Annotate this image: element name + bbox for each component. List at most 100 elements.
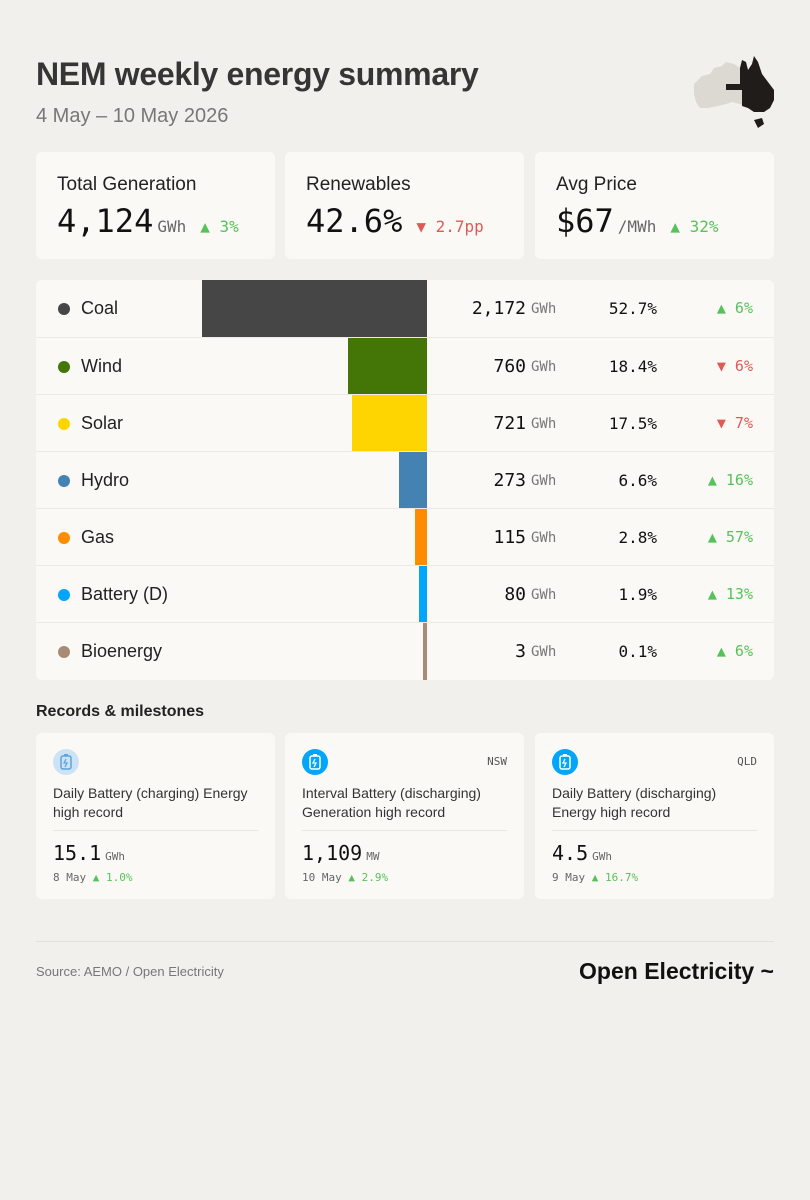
fuel-label: Gas [81, 527, 115, 547]
share-value: 52.7% [608, 299, 657, 318]
energy-unit: GWh [531, 587, 557, 603]
kpi-change: ▲ 32% [670, 217, 719, 236]
table-row: Bioenergy 3 GWh 0.1% ▲ 6% [36, 622, 774, 680]
change-value: ▲ 16% [707, 471, 753, 489]
share-value: 1.9% [618, 585, 657, 604]
bar-coal [202, 280, 427, 337]
record-change: ▲ 1.0% [92, 871, 133, 884]
fuel-label: Wind [81, 356, 123, 376]
record-card: QLD Daily Battery (discharging) Energy h… [535, 733, 774, 899]
bar-wind [348, 338, 427, 395]
brand-logo: Open Electricity ~ [579, 958, 774, 984]
fuel-label: Hydro [81, 470, 130, 490]
table-row: Hydro 273 GWh 6.6% ▲ 16% [36, 451, 774, 509]
change-value: ▲ 6% [716, 642, 753, 660]
table-row: Battery (D) 80 GWh 1.9% ▲ 13% [36, 565, 774, 623]
record-description: Daily Battery (charging) Energy high rec… [53, 785, 248, 820]
energy-unit: GWh [531, 416, 557, 432]
battery-charging-icon [53, 749, 79, 775]
energy-value: 760 [493, 356, 526, 377]
record-change: ▲ 16.7% [591, 871, 639, 884]
fuel-label: Battery (D) [81, 584, 169, 604]
fuel-label: Coal [81, 298, 119, 318]
record-value: 4.5 [552, 841, 589, 865]
change-value: ▼ 6% [716, 357, 753, 375]
share-value: 2.8% [618, 528, 657, 547]
table-row: Solar 721 GWh 17.5% ▼ 7% [36, 394, 774, 452]
kpi-unit: GWh [157, 217, 187, 236]
battery-discharging-icon [552, 749, 578, 775]
battery-discharging-icon [302, 749, 328, 775]
record-region: QLD [737, 755, 757, 768]
energy-unit: GWh [531, 530, 557, 546]
fuel-label: Bioenergy [81, 641, 163, 661]
legend-dot [58, 418, 70, 430]
bar-gas [415, 509, 427, 566]
record-description: Daily Battery (discharging) Energy high … [552, 785, 717, 820]
record-change: ▲ 2.9% [348, 871, 389, 884]
australia-map-icon [694, 56, 774, 128]
legend-dot [58, 646, 70, 658]
record-value: 1,109 [302, 841, 363, 865]
energy-value: 80 [504, 584, 526, 605]
header: NEM weekly energy summary 4 May – 10 May… [36, 56, 479, 128]
kpi-change: ▲ 3% [200, 217, 239, 236]
bar-hydro [398, 452, 427, 509]
record-date: 9 May [552, 871, 586, 884]
fuel-mix-table: Coal 2,172 GWh 52.7% ▲ 6% Wind 760 GWh 18.4% ▼ 6%… [36, 280, 774, 680]
record-unit: MW [366, 850, 380, 863]
legend-dot [58, 532, 70, 544]
record-description: Interval Battery (discharging) Generatio… [302, 785, 481, 820]
footer-divider [36, 941, 774, 942]
kpi-card-renewables: Renewables 42.6% ▼ 2.7pp [285, 152, 524, 259]
kpi-card-total-generation: Total Generation 4,124 GWh ▲ 3% [36, 152, 275, 259]
kpi-label: Renewables [306, 174, 411, 195]
energy-unit: GWh [531, 473, 557, 489]
page-title: NEM weekly energy summary [36, 56, 479, 92]
share-value: 0.1% [618, 642, 657, 661]
kpi-label: Avg Price [556, 174, 637, 195]
energy-value: 273 [493, 470, 526, 491]
change-value: ▲ 6% [716, 299, 753, 317]
table-row: Wind 760 GWh 18.4% ▼ 6% [36, 337, 774, 395]
divider [53, 830, 258, 831]
fuel-label: Solar [81, 413, 124, 433]
kpi-value: $67 [556, 202, 614, 240]
energy-value: 115 [493, 527, 526, 548]
legend-dot [58, 361, 70, 373]
energy-unit: GWh [531, 301, 557, 317]
energy-value: 721 [493, 413, 526, 434]
kpi-change: ▼ 2.7pp [416, 217, 484, 236]
share-value: 6.6% [618, 471, 657, 490]
energy-unit: GWh [531, 644, 557, 660]
change-value: ▲ 13% [707, 585, 753, 603]
table-row: Coal 2,172 GWh 52.7% ▲ 6% [36, 280, 774, 337]
legend-dot [58, 589, 70, 601]
kpi-value: 4,124 [57, 202, 154, 240]
kpi-value: 42.6% [306, 202, 403, 240]
bar-battery-d [418, 566, 427, 623]
change-value: ▼ 7% [716, 414, 753, 432]
legend-dot [58, 475, 70, 487]
bar-bioenergy [423, 623, 427, 680]
share-value: 17.5% [608, 414, 657, 433]
legend-dot [58, 303, 70, 315]
records-title: Records & milestones [36, 703, 205, 720]
kpi-card-avg-price: Avg Price $67 /MWh ▲ 32% [535, 152, 774, 259]
energy-unit: GWh [531, 359, 557, 375]
record-value: 15.1 [53, 841, 102, 865]
record-region: NSW [487, 755, 507, 768]
source-note: Source: AEMO / Open Electricity [36, 964, 224, 979]
divider [552, 830, 757, 831]
record-unit: GWh [105, 850, 126, 863]
date-range: 4 May – 10 May 2026 [36, 105, 229, 127]
record-unit: GWh [592, 850, 612, 863]
kpi-unit: /MWh [617, 217, 657, 236]
record-date: 8 May [53, 871, 87, 884]
change-value: ▲ 57% [707, 528, 753, 546]
share-value: 18.4% [608, 357, 657, 376]
energy-value: 2,172 [471, 298, 526, 319]
record-card: NSW Interval Battery (discharging) Gener… [285, 733, 524, 899]
divider [302, 830, 507, 831]
record-date: 10 May [302, 871, 342, 884]
